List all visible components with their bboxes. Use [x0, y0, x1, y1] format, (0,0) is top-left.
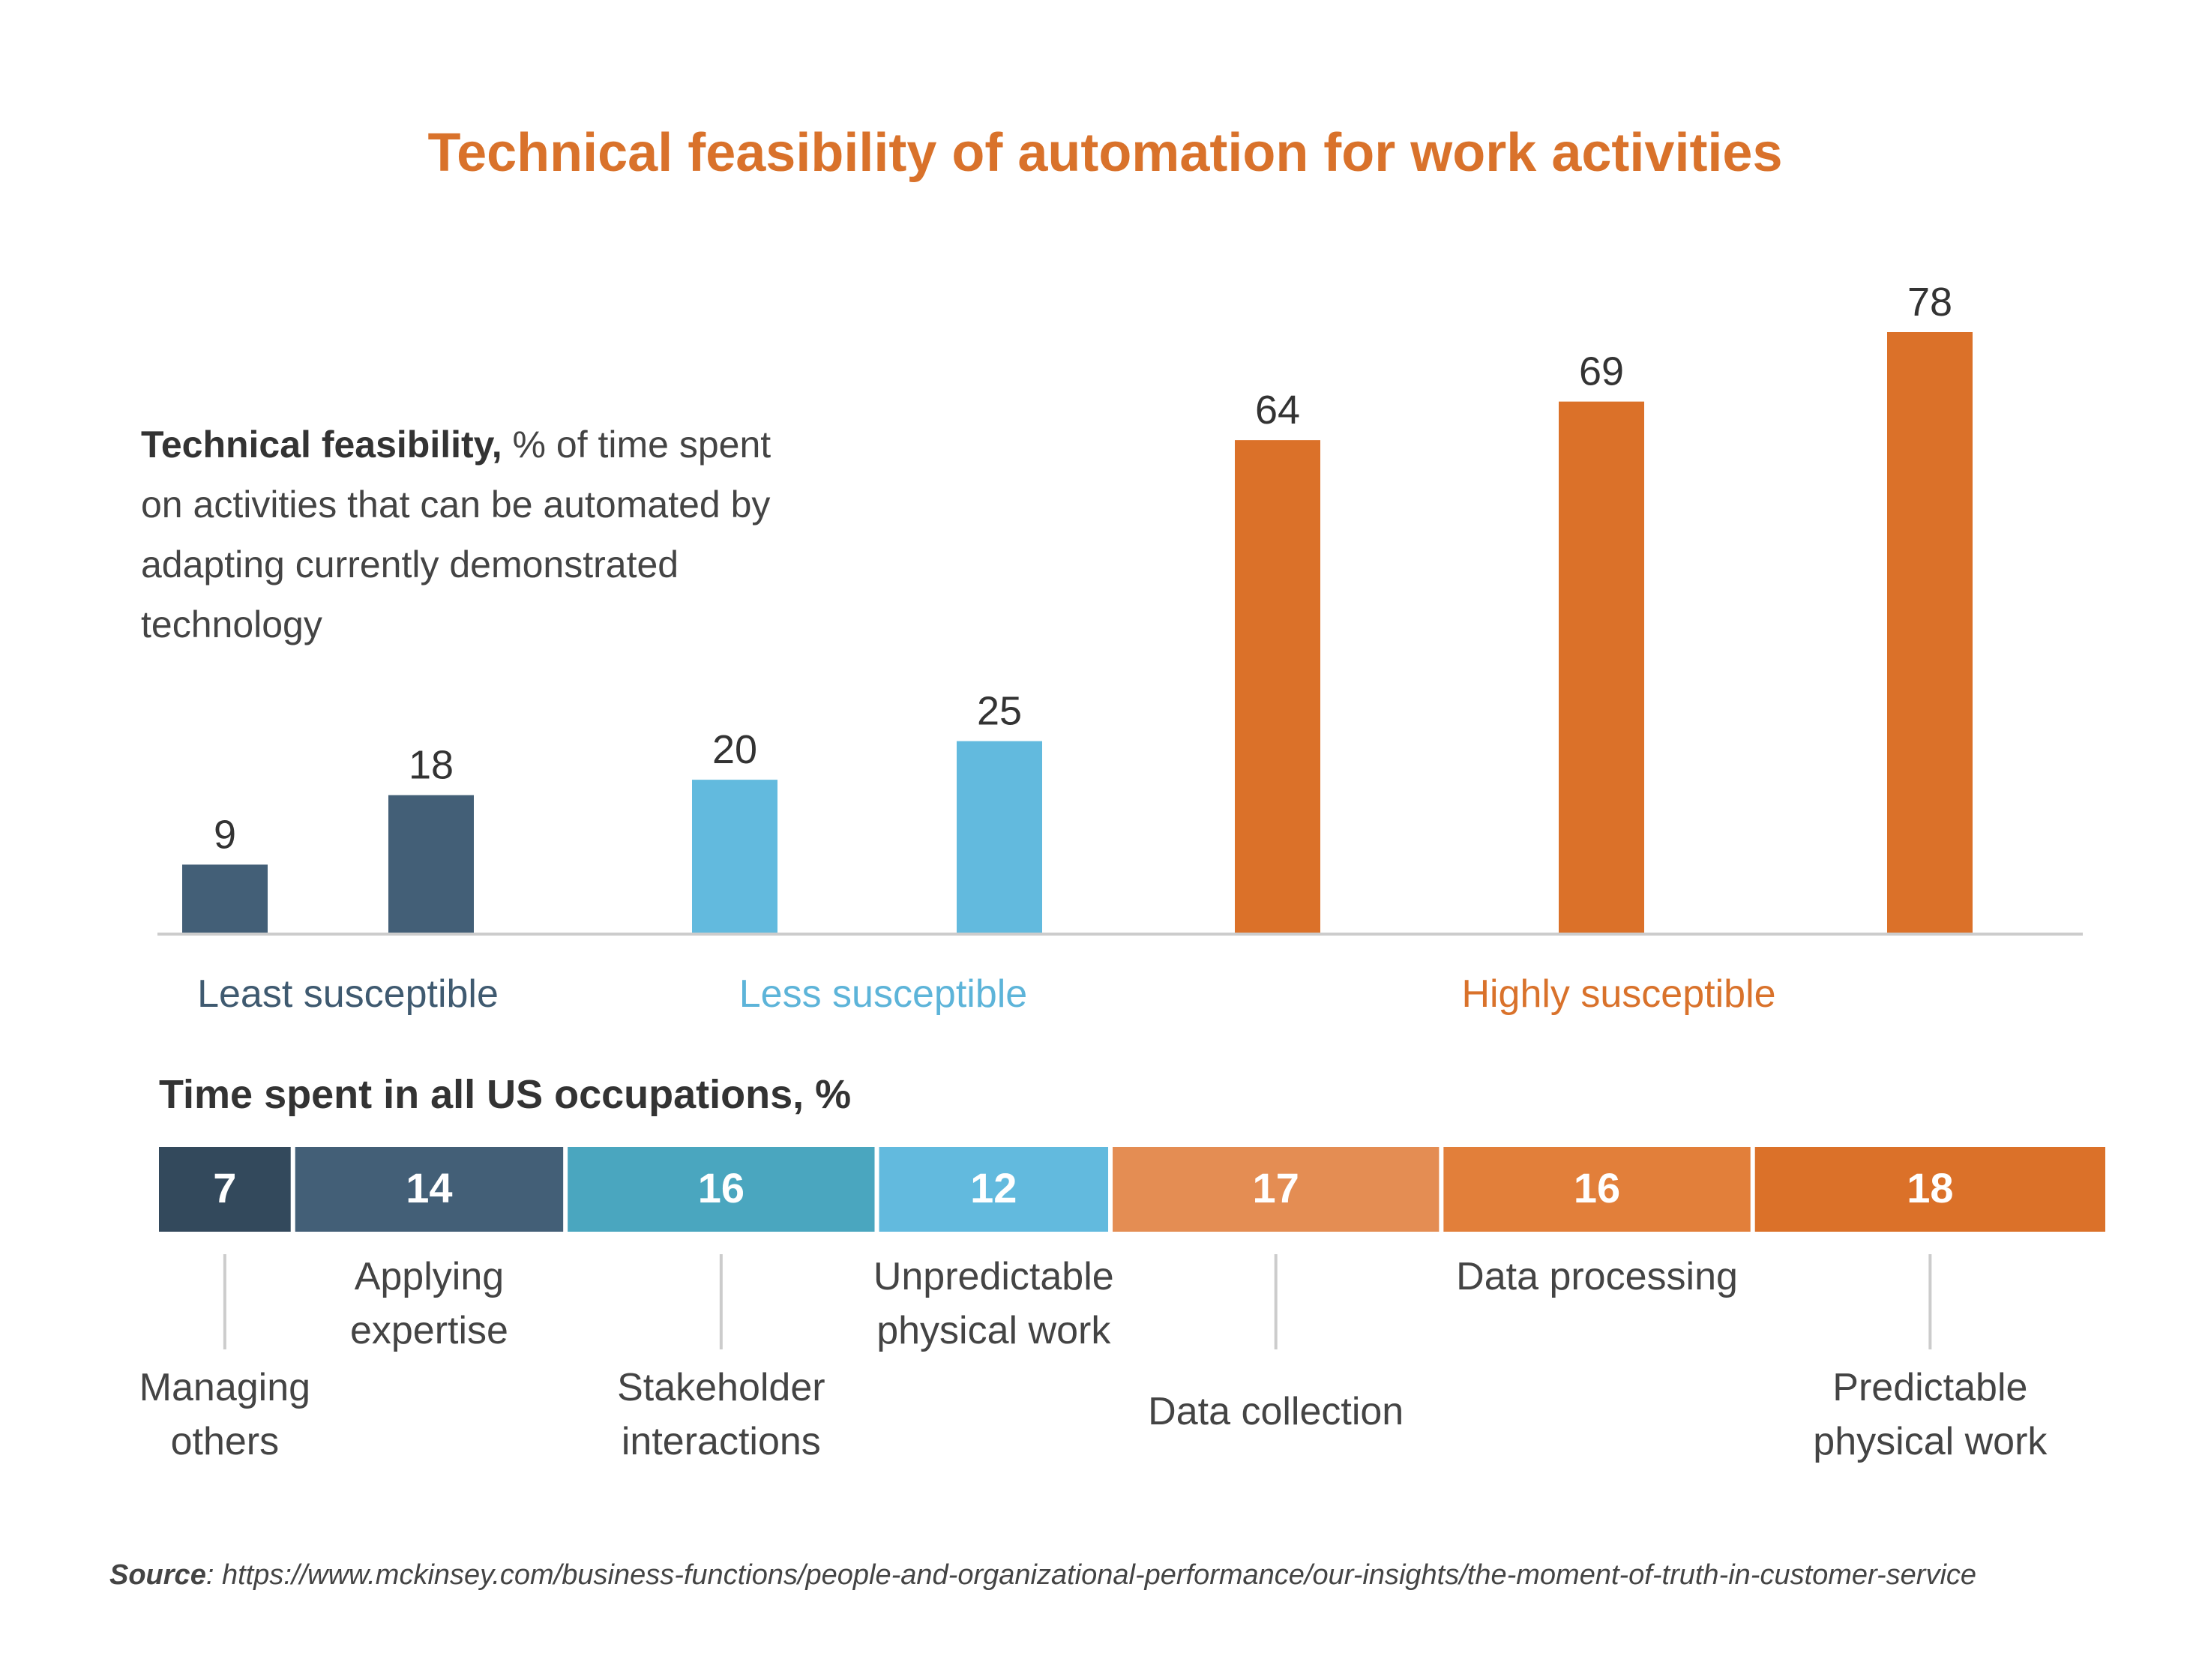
bar [182, 864, 268, 934]
feasibility-value-labels: 9 18 20 25 64 69 78 [214, 280, 1952, 857]
time-segment [1113, 1147, 1440, 1232]
bar [692, 780, 777, 934]
category-label: Data processing [1456, 1255, 1738, 1298]
category-leader-lines [223, 1254, 1932, 1349]
category-label: expertise [350, 1309, 508, 1352]
category-labels: Managing others Applying expertise Stakehold… [139, 1255, 2048, 1463]
time-segment [1754, 1147, 2105, 1232]
feasibility-bars [182, 332, 1973, 934]
category-label: Applying [355, 1255, 504, 1298]
bar-value-label: 78 [1907, 280, 1952, 325]
bar-value-label: 20 [712, 727, 757, 772]
bar-value-label: 64 [1255, 388, 1300, 433]
time-spent-bar [159, 1147, 2105, 1232]
category-label: Data collection [1148, 1390, 1404, 1433]
bar [1887, 332, 1973, 934]
time-segment [879, 1147, 1109, 1232]
bar-value-label: 9 [214, 812, 236, 857]
segment-value-label: 18 [1907, 1164, 1953, 1211]
bar-value-label: 69 [1579, 349, 1624, 394]
group-label-least-susceptible: Least susceptible [197, 972, 499, 1016]
subtitle-rest: % of time spent [502, 424, 771, 466]
category-label: interactions [622, 1420, 821, 1463]
source-text: : https://www.mckinsey.com/business-func… [206, 1559, 1976, 1591]
time-segment [159, 1147, 291, 1232]
category-label: Predictable [1832, 1366, 2027, 1409]
category-label: physical work [1813, 1420, 2048, 1463]
bar-value-label: 25 [977, 689, 1022, 734]
category-label: physical work [876, 1309, 1111, 1352]
bar [957, 741, 1042, 934]
chart-title: Technical feasibility of automation for … [427, 123, 1782, 183]
segment-value-label: 7 [213, 1164, 236, 1211]
subtitle-line-1: on activities that can be automated by [141, 484, 770, 526]
time-spent-title: Time spent in all US occupations, % [159, 1072, 851, 1117]
time-segment [295, 1147, 564, 1232]
category-label: Stakeholder [617, 1366, 825, 1409]
category-label: others [171, 1420, 280, 1463]
time-segment [1443, 1147, 1751, 1232]
bar [388, 795, 474, 934]
bar [1235, 440, 1320, 934]
subtitle-line-2: adapting currently demonstrated [141, 544, 679, 585]
segment-value-label: 16 [1574, 1164, 1620, 1211]
segment-value-label: 16 [698, 1164, 744, 1211]
bar-value-label: 18 [409, 743, 454, 788]
bar [1559, 401, 1644, 934]
source-label: Source [109, 1559, 206, 1591]
category-label: Unpredictable [873, 1255, 1114, 1298]
subtitle-bold: Technical feasibility, [141, 424, 502, 466]
group-label-less-susceptible: Less susceptible [739, 972, 1027, 1016]
subtitle-line-3: technology [141, 603, 322, 645]
segment-value-label: 12 [970, 1164, 1017, 1211]
segment-value-label: 14 [406, 1164, 452, 1211]
time-segment [568, 1147, 875, 1232]
source-note: Source: https://www.mckinsey.com/busines… [109, 1559, 1976, 1591]
category-label: Managing [139, 1366, 310, 1409]
chart-subtitle: Technical feasibility, % of time spent o… [141, 424, 781, 645]
time-spent-value-labels: 7 14 16 12 17 16 18 [213, 1164, 1953, 1211]
group-label-highly-susceptible: Highly susceptible [1461, 972, 1775, 1016]
segment-value-label: 17 [1253, 1164, 1299, 1211]
